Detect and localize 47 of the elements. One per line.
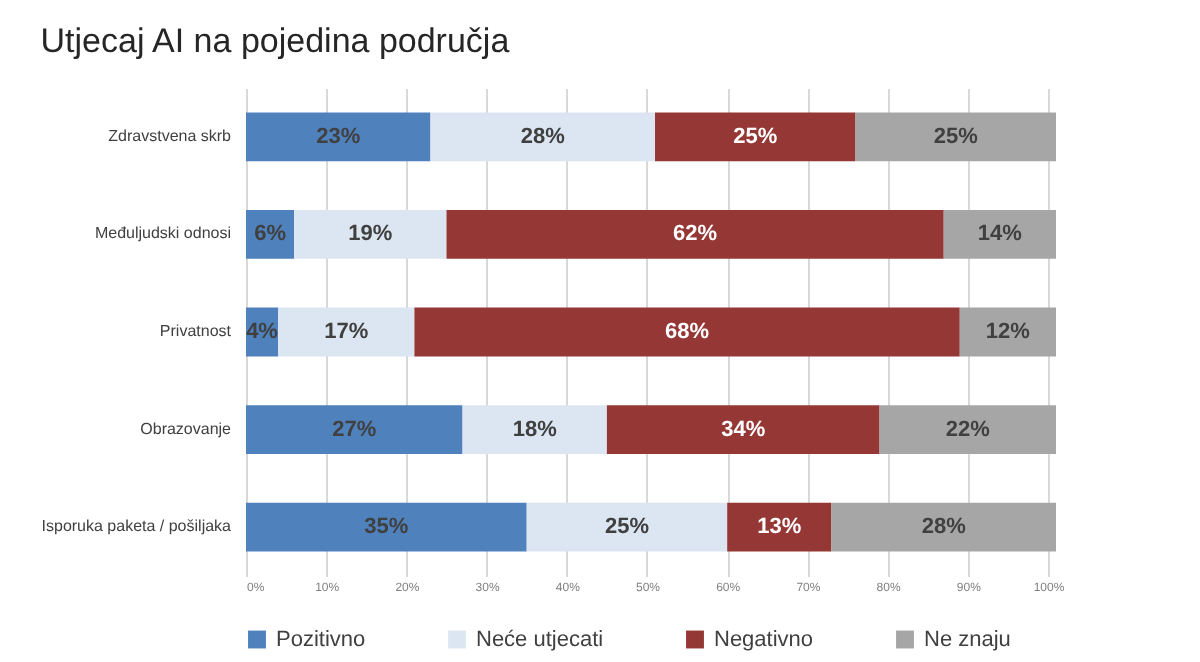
data-label: 4% <box>246 320 279 344</box>
bar <box>462 405 607 454</box>
y-tick-label: Obrazovanje <box>140 419 233 438</box>
data-label: 28% <box>520 124 566 149</box>
data-label: 12% <box>985 320 1031 344</box>
data-label: 27% <box>332 417 377 442</box>
bar <box>278 307 415 357</box>
data-label: 25% <box>733 124 778 149</box>
bar <box>855 112 1056 162</box>
data-label: 25% <box>604 515 650 540</box>
bar <box>727 502 832 552</box>
legend-label: Pozitivno <box>276 627 366 652</box>
bar <box>446 210 944 259</box>
bar <box>879 405 1056 454</box>
data-label: 28% <box>921 515 967 540</box>
y-tick-label: Isporuka paketa / pošiljaka <box>41 517 233 536</box>
bar <box>430 112 656 162</box>
legend-label: Ne znaju <box>924 627 1011 652</box>
bar <box>246 502 527 552</box>
data-label: 35% <box>364 515 409 540</box>
data-label: 14% <box>977 222 1023 247</box>
data-label: 19% <box>348 222 393 247</box>
bar <box>655 112 856 162</box>
bar <box>831 502 1056 552</box>
data-label: 34% <box>721 417 766 442</box>
legend-label: Neće utjecati <box>476 627 604 652</box>
data-label: 62% <box>673 222 718 247</box>
data-label: 22% <box>945 417 991 442</box>
y-tick-label: Zdravstvena skrb <box>108 126 233 145</box>
bar <box>943 210 1056 259</box>
data-label: 6% <box>254 222 287 247</box>
legend-label: Negativno <box>714 627 814 652</box>
data-label: 25% <box>933 124 979 149</box>
y-tick-label: Međuljudski odnosi <box>94 224 232 243</box>
bar <box>526 502 728 552</box>
bar <box>246 405 463 454</box>
data-label: 18% <box>512 417 558 442</box>
bar <box>246 112 431 162</box>
bar <box>414 307 960 357</box>
data-label: 17% <box>324 320 369 344</box>
data-label: 23% <box>316 124 361 149</box>
bar <box>294 210 447 259</box>
y-tick-label: Privatnost <box>159 322 233 340</box>
bar <box>606 405 880 454</box>
data-label: 68% <box>665 320 710 344</box>
data-label: 13% <box>757 515 802 540</box>
chart-title: Utjecaj AI na pojedina područja <box>40 22 511 60</box>
